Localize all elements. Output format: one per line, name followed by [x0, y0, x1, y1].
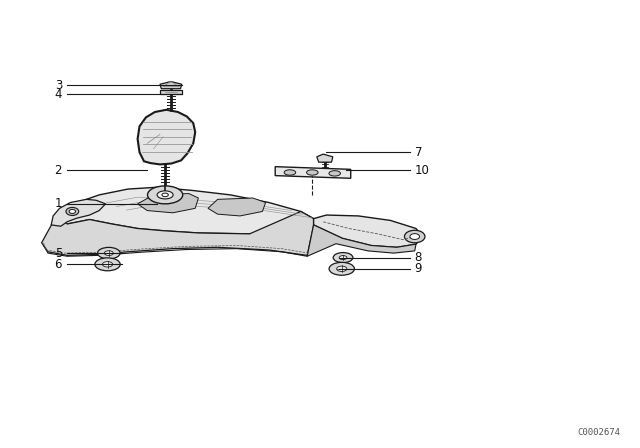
Ellipse shape — [329, 171, 340, 176]
Ellipse shape — [333, 253, 353, 263]
Text: 7: 7 — [415, 146, 422, 159]
Polygon shape — [160, 90, 182, 94]
Polygon shape — [314, 215, 422, 247]
Polygon shape — [54, 187, 314, 234]
Text: 2: 2 — [54, 164, 62, 177]
Text: 5: 5 — [54, 246, 62, 260]
Text: 1: 1 — [54, 197, 62, 211]
Polygon shape — [317, 154, 333, 162]
Text: 6: 6 — [54, 258, 62, 271]
Polygon shape — [307, 225, 416, 256]
Text: 3: 3 — [54, 78, 62, 92]
Ellipse shape — [66, 207, 79, 215]
Text: 4: 4 — [54, 87, 62, 101]
Polygon shape — [160, 82, 182, 89]
Text: 10: 10 — [415, 164, 429, 177]
Ellipse shape — [104, 251, 113, 255]
Polygon shape — [138, 194, 198, 213]
Ellipse shape — [102, 262, 113, 267]
Ellipse shape — [307, 170, 318, 175]
Ellipse shape — [148, 186, 183, 204]
Ellipse shape — [157, 191, 173, 199]
Ellipse shape — [95, 258, 120, 271]
Ellipse shape — [337, 266, 347, 271]
Polygon shape — [51, 199, 106, 226]
Ellipse shape — [97, 247, 120, 259]
Text: 9: 9 — [415, 262, 422, 276]
Ellipse shape — [284, 170, 296, 175]
Ellipse shape — [339, 255, 347, 260]
Polygon shape — [42, 211, 314, 255]
Polygon shape — [138, 110, 195, 164]
Polygon shape — [275, 167, 351, 178]
Text: 8: 8 — [415, 251, 422, 264]
Ellipse shape — [404, 230, 425, 243]
Ellipse shape — [69, 209, 76, 213]
Polygon shape — [208, 198, 266, 216]
Ellipse shape — [329, 263, 355, 275]
Text: C0002674: C0002674 — [578, 428, 621, 437]
Ellipse shape — [162, 193, 168, 197]
Ellipse shape — [410, 234, 420, 239]
